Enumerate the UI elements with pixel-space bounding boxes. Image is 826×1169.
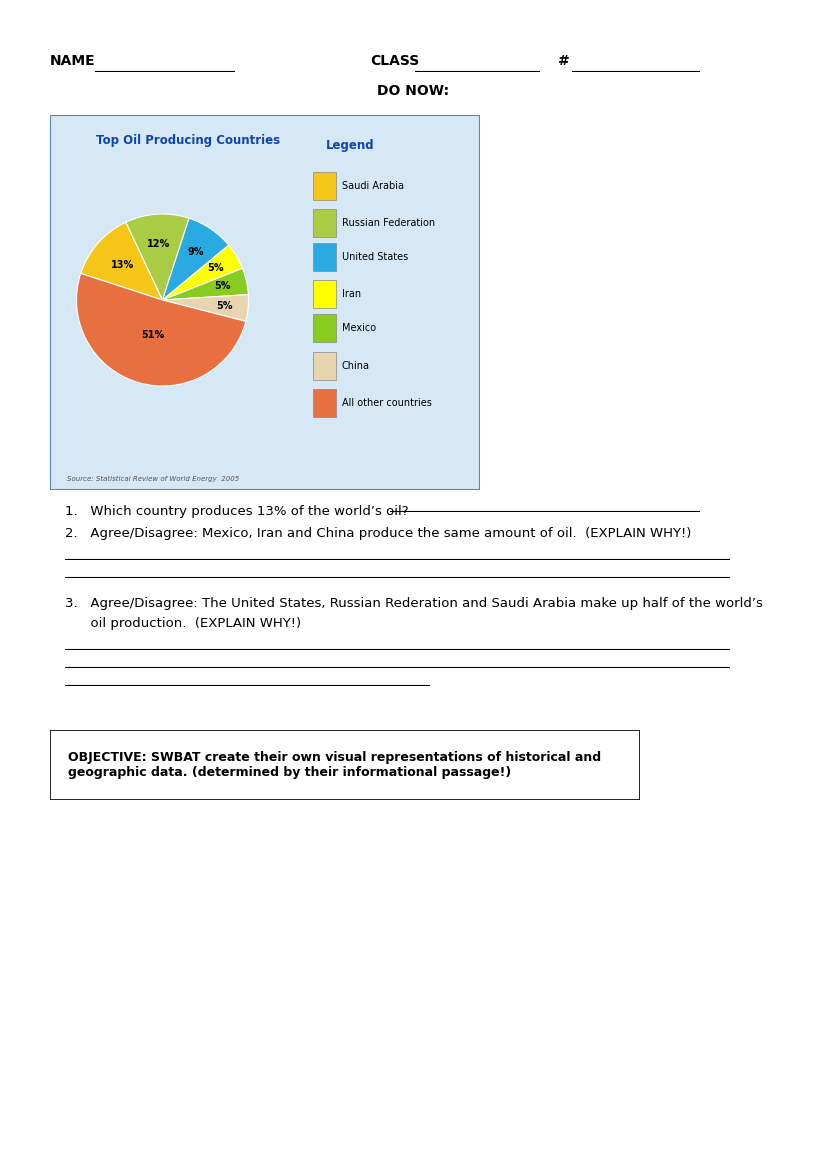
Bar [313, 281, 335, 309]
Text: 13%: 13% [111, 260, 134, 270]
Text: 5%: 5% [216, 300, 232, 311]
Text: NAME: NAME [50, 54, 96, 68]
Text: 51%: 51% [140, 330, 164, 340]
Text: Source: Statistical Review of World Energy  2005: Source: Statistical Review of World Ener… [67, 477, 240, 483]
Wedge shape [163, 245, 243, 300]
Text: 12%: 12% [147, 240, 171, 249]
Bar [313, 314, 335, 343]
Text: Mexico: Mexico [342, 324, 376, 333]
Text: OBJECTIVE: SWBAT create their own visual representations of historical and
geogr: OBJECTIVE: SWBAT create their own visual… [68, 750, 601, 779]
Wedge shape [163, 269, 249, 300]
Bar [313, 389, 335, 417]
Wedge shape [126, 214, 189, 300]
Text: China: China [342, 360, 370, 371]
Text: Saudi Arabia: Saudi Arabia [342, 181, 404, 191]
Text: 5%: 5% [215, 282, 231, 291]
Wedge shape [163, 219, 229, 300]
Text: oil production.  (EXPLAIN WHY!): oil production. (EXPLAIN WHY!) [65, 617, 301, 630]
Text: All other countries: All other countries [342, 397, 432, 408]
Text: #: # [558, 54, 570, 68]
Text: 3.   Agree/Disagree: The United States, Russian Rederation and Saudi Arabia make: 3. Agree/Disagree: The United States, Ru… [65, 597, 763, 610]
Text: Top Oil Producing Countries: Top Oil Producing Countries [96, 133, 280, 147]
Wedge shape [77, 274, 246, 386]
Text: Russian Federation: Russian Federation [342, 217, 435, 228]
Text: 2.   Agree/Disagree: Mexico, Iran and China produce the same amount of oil.  (EX: 2. Agree/Disagree: Mexico, Iran and Chin… [65, 527, 691, 540]
Text: 1.   Which country produces 13% of the world’s oil?: 1. Which country produces 13% of the wor… [65, 505, 409, 518]
Text: Legend: Legend [326, 139, 375, 152]
Bar [313, 209, 335, 237]
Text: 9%: 9% [188, 247, 204, 257]
Text: DO NOW:: DO NOW: [377, 84, 449, 98]
Text: CLASS: CLASS [370, 54, 420, 68]
Text: United States: United States [342, 253, 408, 262]
Text: 5%: 5% [207, 263, 224, 274]
Wedge shape [163, 295, 249, 321]
Text: Iran: Iran [342, 289, 361, 299]
Bar [313, 243, 335, 271]
Bar [313, 352, 335, 380]
Bar [313, 172, 335, 200]
Wedge shape [81, 222, 163, 300]
